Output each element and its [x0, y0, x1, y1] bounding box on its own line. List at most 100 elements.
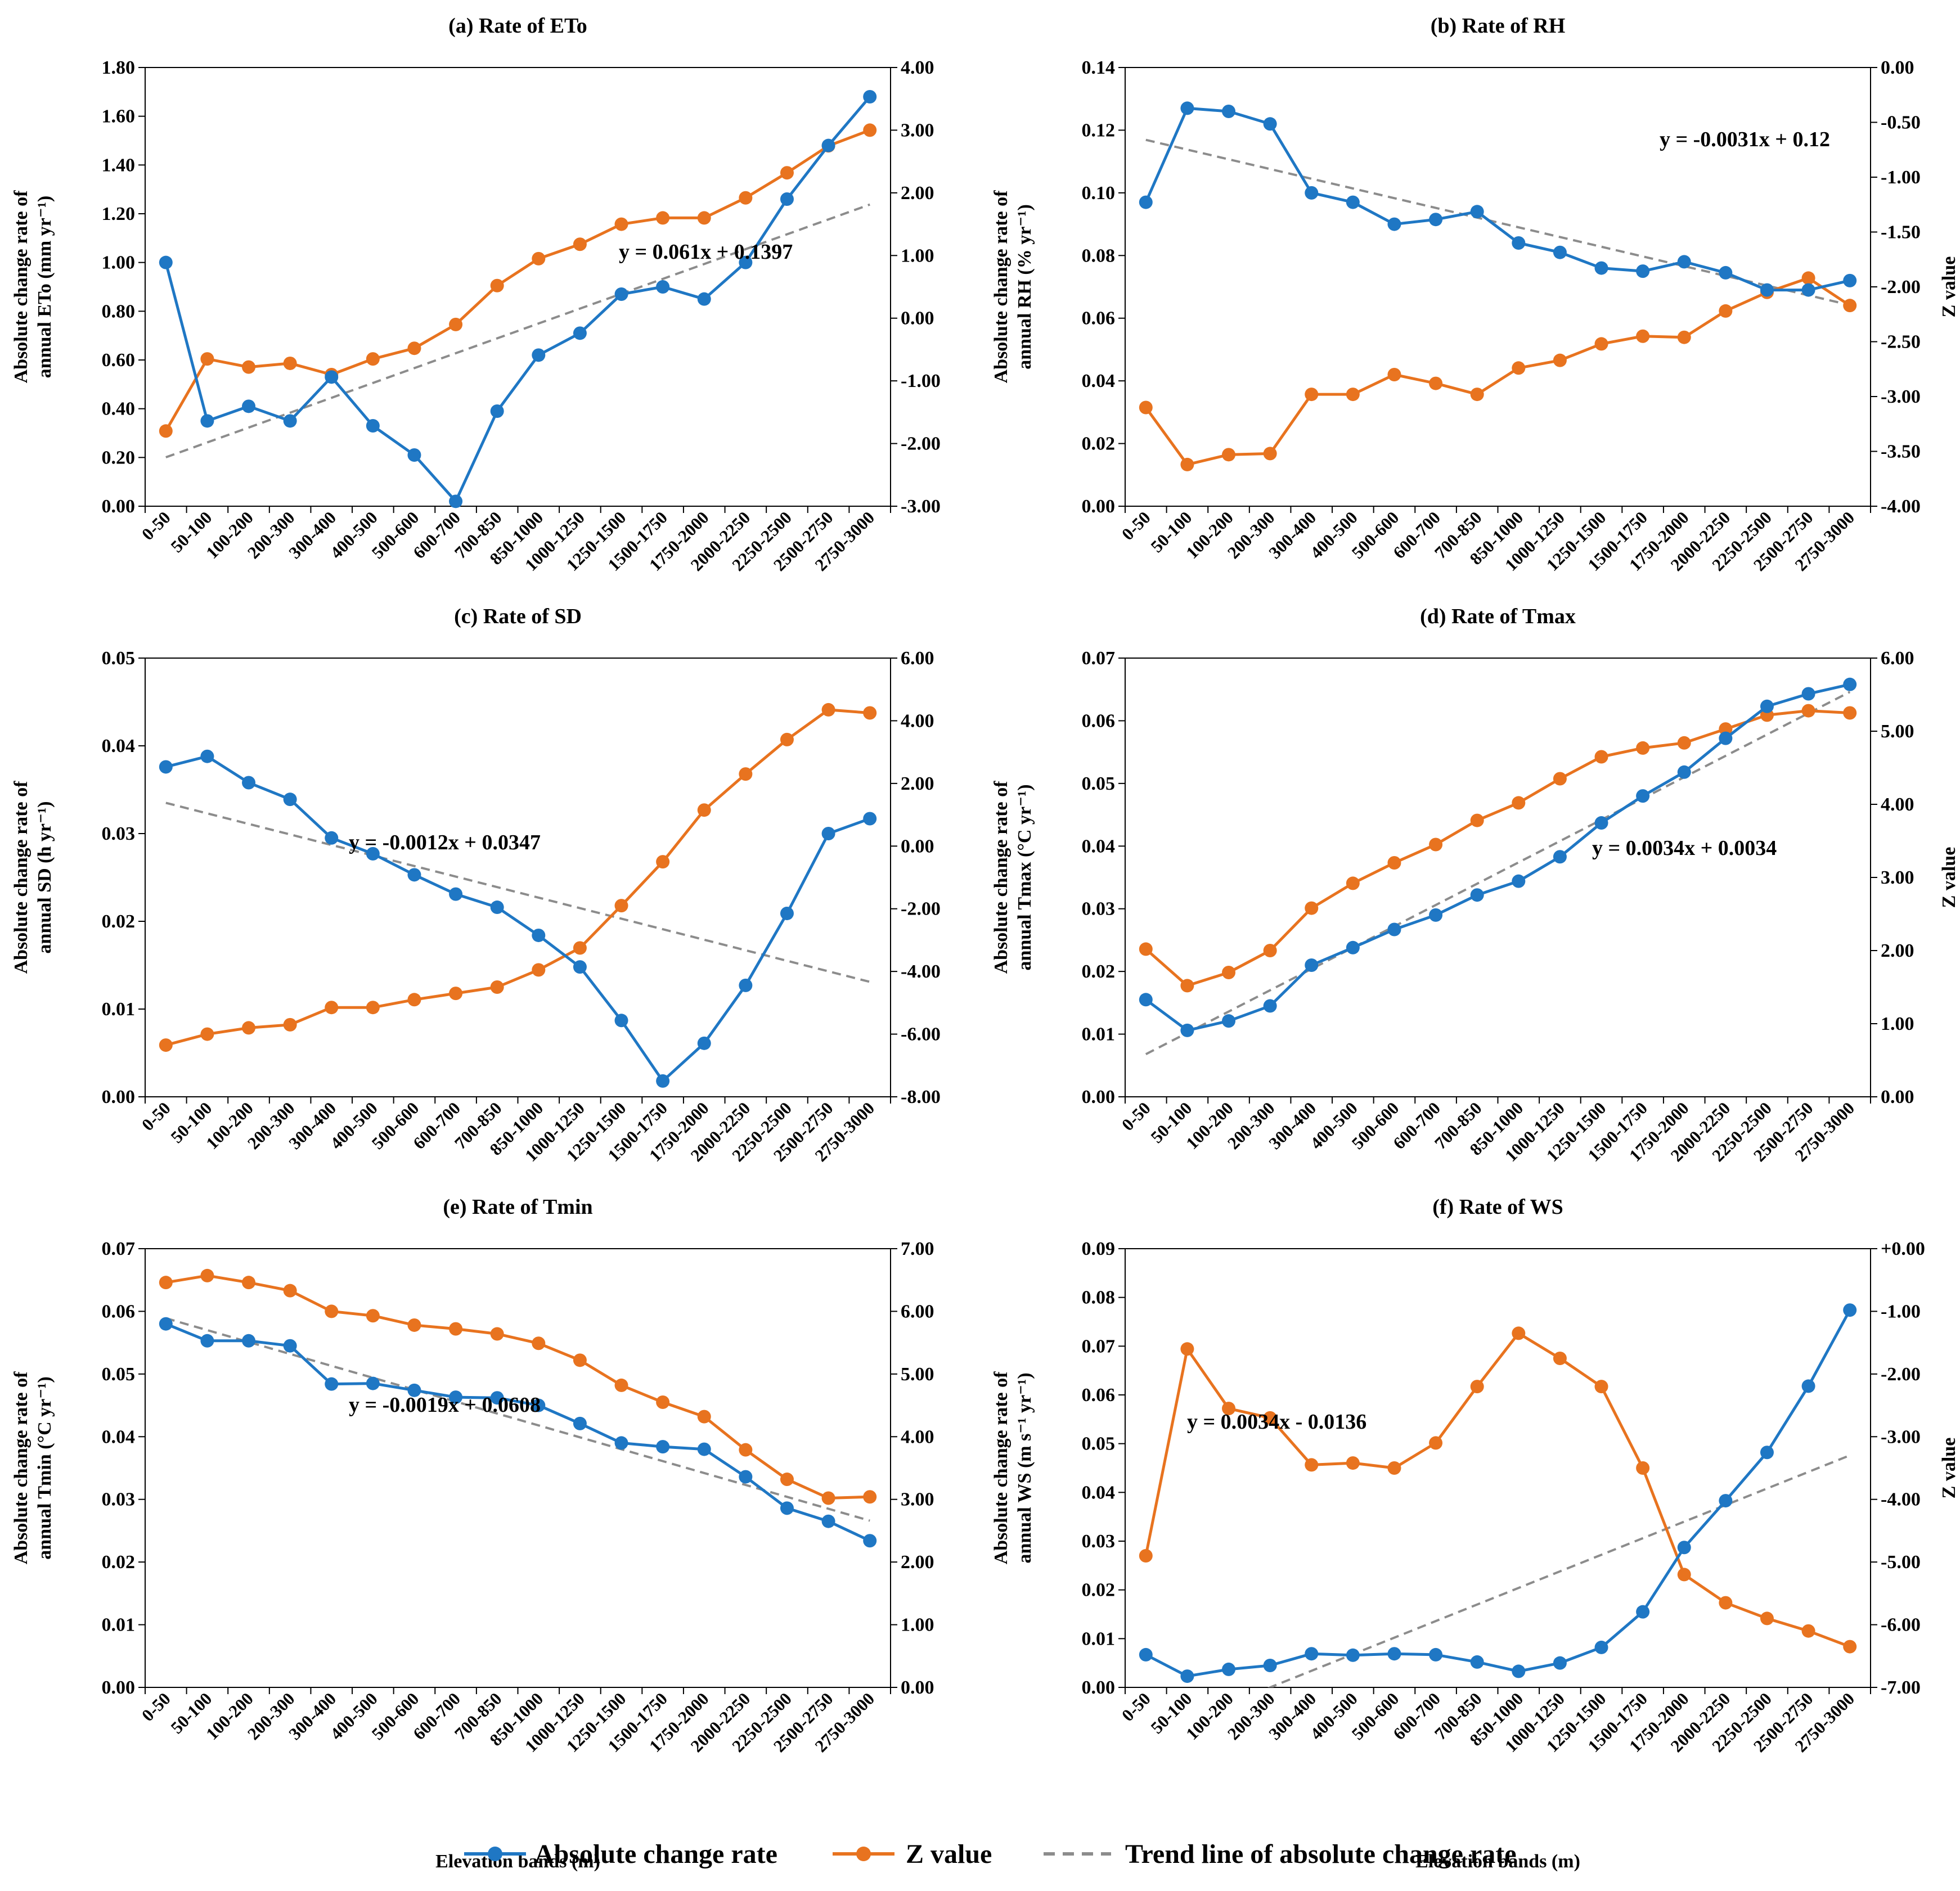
- z-point: [1180, 457, 1194, 471]
- rate-point: [614, 1014, 628, 1028]
- legend-rate-label: Absolute change rate: [534, 1839, 777, 1869]
- left-tick-label: 0.01: [1082, 1628, 1116, 1649]
- z-point: [780, 166, 794, 180]
- z-point: [1180, 979, 1194, 993]
- left-tick-label: 0.00: [102, 496, 136, 517]
- left-tick-label: 1.80: [102, 57, 136, 78]
- rate-point: [532, 928, 546, 942]
- z-point: [1470, 388, 1484, 402]
- right-tick-label: -0.50: [1881, 112, 1921, 133]
- rate-point: [614, 1436, 628, 1450]
- right-tick-label: -2.00: [901, 899, 941, 920]
- left-tick-label: 0.05: [1082, 1434, 1116, 1455]
- right-tick-label: -3.00: [901, 496, 941, 517]
- rate-point: [366, 1376, 380, 1390]
- z-point: [1843, 706, 1857, 720]
- rate-point: [1594, 261, 1608, 275]
- z-point: [697, 1410, 711, 1424]
- rate-point: [1180, 1023, 1194, 1037]
- z-point: [532, 1336, 546, 1350]
- z-point: [1346, 876, 1360, 890]
- z-point: [1139, 1549, 1153, 1563]
- rate-point: [1719, 731, 1733, 745]
- chart-title: (e) Rate of Tmin: [443, 1195, 592, 1219]
- rate-point: [863, 812, 877, 826]
- z-point: [656, 211, 670, 225]
- right-tick-label: 0.00: [901, 836, 934, 857]
- right-tick-label: 0.00: [901, 308, 934, 329]
- right-tick-label: -1.00: [901, 371, 941, 391]
- chart-panel-5: (e) Rate of Tmin 0.00 0.01 0.02 0.03 0.04 0.05…: [11, 1195, 934, 1872]
- rate-point: [1677, 1541, 1691, 1555]
- z-point: [1180, 1342, 1194, 1356]
- right-tick-label: 6.00: [1881, 648, 1914, 669]
- left-tick-label: 0.40: [102, 399, 136, 420]
- rate-point: [200, 414, 214, 428]
- z-point: [1719, 304, 1733, 318]
- rate-point: [1305, 958, 1319, 972]
- right-tick-label: -4.00: [901, 961, 941, 982]
- z-point: [1263, 944, 1277, 957]
- z-point: [1305, 1458, 1319, 1472]
- rate-point: [283, 793, 297, 807]
- rate-point: [490, 901, 504, 915]
- right-tick-label: 5.00: [901, 1364, 934, 1385]
- rate-point: [739, 1470, 753, 1484]
- trend-line: [1145, 138, 1850, 307]
- left-axis-label: annual SD (h yr⁻¹): [34, 802, 55, 954]
- z-point: [1512, 796, 1526, 810]
- rate-point: [1470, 1655, 1484, 1669]
- x-tick-label: 0-50: [1118, 1098, 1154, 1134]
- left-axis-label: Absolute change rate of: [991, 781, 1012, 974]
- right-tick-label: 2.00: [1881, 940, 1914, 961]
- z-point: [366, 1001, 380, 1015]
- left-tick-label: 0.00: [1082, 496, 1116, 517]
- left-tick-label: 0.00: [102, 1087, 136, 1107]
- right-tick-label: -3.00: [1881, 386, 1921, 407]
- z-point: [739, 1443, 753, 1457]
- right-tick-label: -5.00: [1881, 1552, 1921, 1573]
- trend-equation: y = 0.0034x - 0.0136: [1187, 1410, 1366, 1434]
- rate-point: [407, 448, 421, 462]
- rate-point: [1801, 283, 1815, 297]
- left-axis-label: annual WS (m s⁻¹ yr⁻¹): [1014, 1372, 1035, 1563]
- rate-point: [1843, 1303, 1857, 1317]
- z-point: [449, 1322, 463, 1336]
- rate-point: [1470, 205, 1484, 219]
- right-tick-label: -2.00: [901, 434, 941, 454]
- rate-series-line: [1145, 1309, 1851, 1678]
- rate-point: [1222, 105, 1236, 118]
- left-tick-label: 0.04: [1082, 1482, 1116, 1503]
- rate-point: [614, 287, 628, 301]
- z-point: [1470, 813, 1484, 827]
- rate-point: [1346, 1648, 1360, 1662]
- plot-frame: [1125, 658, 1871, 1097]
- rate-point: [532, 348, 546, 362]
- z-point: [739, 191, 753, 205]
- right-tick-label: 3.00: [901, 120, 934, 141]
- left-tick-label: 0.04: [102, 1426, 136, 1447]
- legend: Absolute change rate Z value Trend line …: [0, 1828, 1960, 1879]
- right-tick-label: 4.00: [1881, 794, 1914, 815]
- z-point: [159, 424, 173, 438]
- z-point: [821, 1491, 835, 1505]
- rate-point: [656, 1074, 670, 1088]
- rate-point: [1470, 888, 1484, 902]
- z-point: [532, 963, 546, 977]
- right-tick-label: 6.00: [901, 648, 934, 669]
- z-point: [614, 899, 628, 913]
- rate-point: [1222, 1014, 1236, 1028]
- rate-point: [449, 494, 463, 508]
- rate-point: [1760, 1446, 1774, 1460]
- rate-point: [366, 419, 380, 433]
- left-tick-label: 0.01: [1082, 1024, 1116, 1045]
- rate-point: [821, 138, 835, 152]
- left-axis-label: Absolute change rate of: [991, 1371, 1012, 1564]
- left-tick-label: 0.06: [1082, 308, 1116, 329]
- z-point: [697, 211, 711, 225]
- legend-z-marker: [856, 1847, 871, 1861]
- left-tick-label: 0.03: [1082, 899, 1116, 920]
- rate-point: [159, 1317, 173, 1331]
- z-point: [1594, 750, 1608, 764]
